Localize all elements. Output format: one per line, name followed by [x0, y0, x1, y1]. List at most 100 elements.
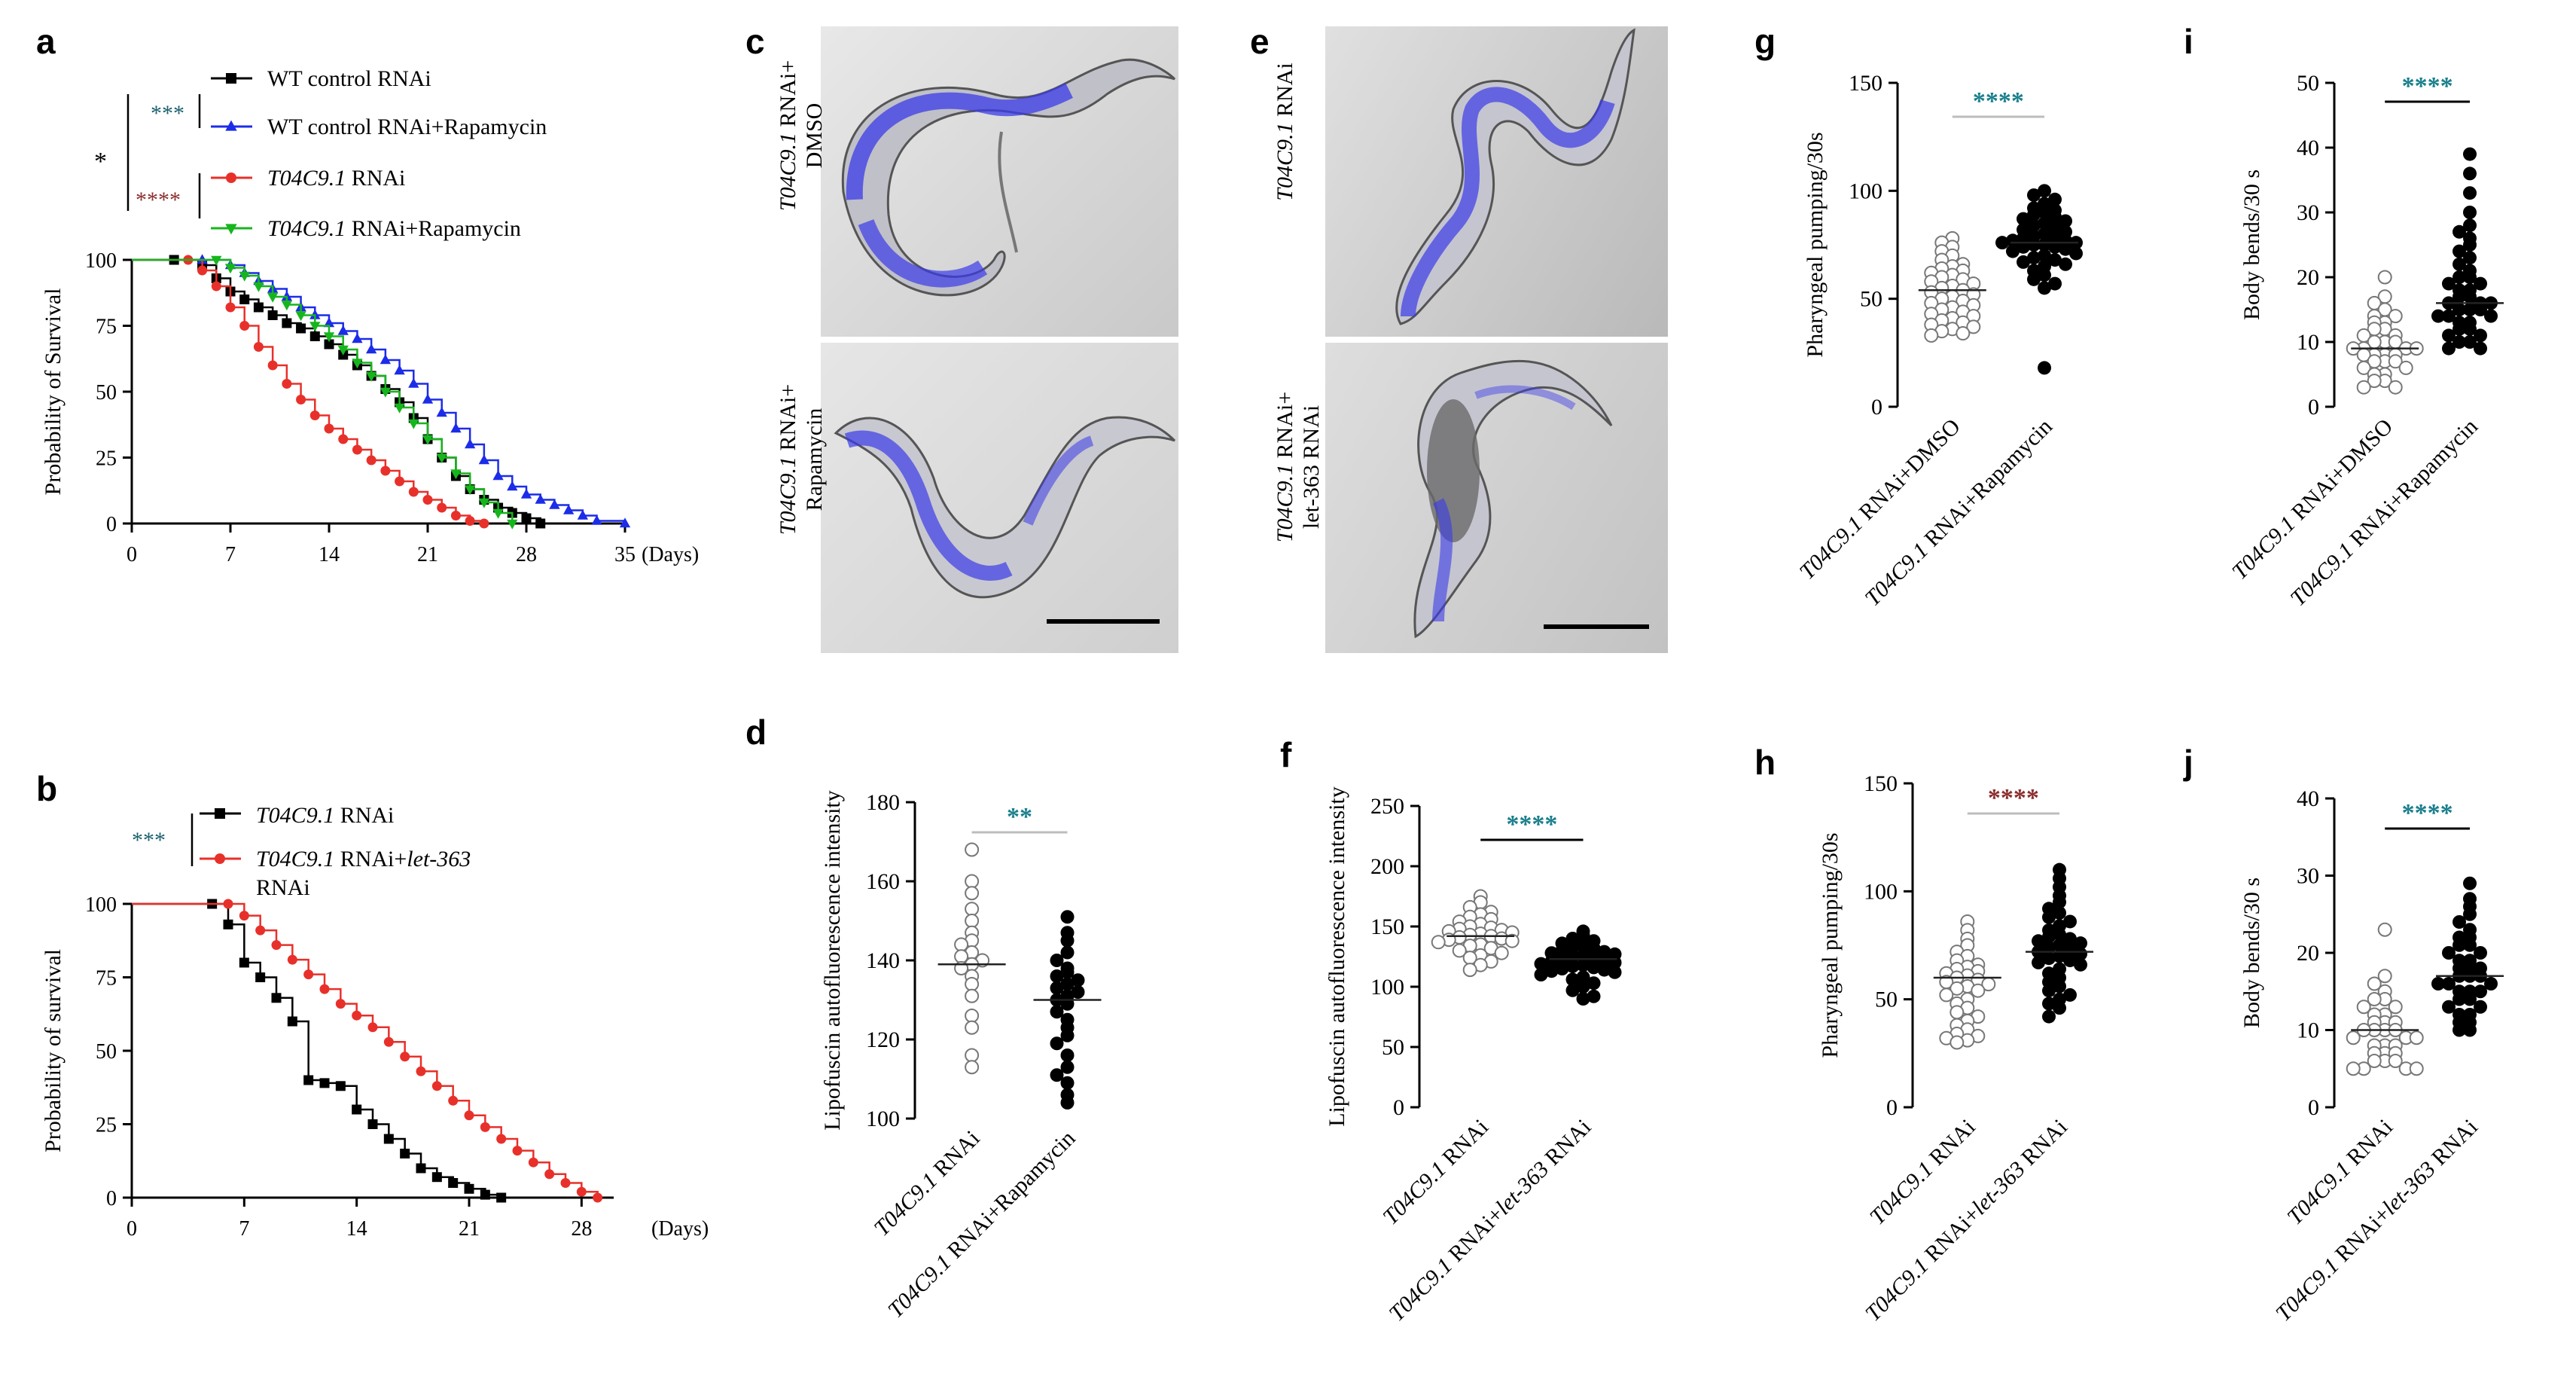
- data-point: [2388, 1000, 2403, 1015]
- label-part: RNAi: [2338, 1115, 2398, 1174]
- category-label: T04C9.1 RNAi: [1378, 1115, 1493, 1230]
- panel-label-f: f: [1280, 735, 1292, 774]
- data-point: [2474, 984, 2487, 999]
- survival-marker: [338, 434, 349, 444]
- data-point: [1587, 951, 1601, 965]
- label-part: T04C9.1: [883, 1250, 956, 1323]
- data-point: [2053, 927, 2066, 942]
- y-tick-label: 0: [2308, 395, 2319, 420]
- label-part: let-363: [1491, 1157, 1553, 1219]
- survival-marker: [223, 899, 233, 909]
- y-tick-label: 40: [2297, 136, 2319, 160]
- data-point: [2038, 184, 2051, 198]
- data-point: [2463, 335, 2477, 349]
- data-point: [2474, 341, 2487, 356]
- data-point: [1924, 328, 1939, 343]
- data-point: [2042, 929, 2056, 944]
- data-point: [2346, 1061, 2361, 1076]
- survival-marker: [422, 393, 434, 404]
- data-point: [1565, 940, 1580, 954]
- survival-marker: [366, 455, 376, 465]
- survival-marker: [255, 972, 266, 982]
- data-point: [2453, 270, 2466, 284]
- data-point: [2038, 249, 2051, 263]
- y-tick-label: 120: [866, 1027, 900, 1052]
- sig-stars: ***: [151, 101, 184, 126]
- sig-stars: ****: [2402, 72, 2453, 100]
- data-point: [2453, 244, 2466, 258]
- data-point: [2377, 969, 2392, 984]
- data-point: [965, 902, 980, 917]
- data-point: [1462, 963, 1477, 978]
- sig-stars: *: [94, 148, 107, 176]
- x-tick-label: 21: [417, 543, 438, 566]
- data-point: [2027, 251, 2041, 265]
- data-point: [1060, 1048, 1075, 1062]
- survival-marker: [239, 957, 249, 968]
- survival-marker: [253, 282, 264, 292]
- data-point: [2048, 276, 2062, 291]
- survival-marker: [323, 317, 335, 328]
- survival-marker: [367, 1022, 378, 1033]
- data-point: [965, 1020, 980, 1035]
- legend-label: T04C9.1 RNAi: [256, 803, 394, 828]
- data-point: [2463, 147, 2477, 161]
- survival-marker: [496, 1192, 507, 1203]
- y-axis-label: Body bends/30 s: [2239, 169, 2264, 320]
- data-point: [1576, 939, 1590, 953]
- y-tick-label: 0: [106, 1187, 117, 1210]
- data-point: [1050, 954, 1064, 967]
- label-part: RNAi: [346, 166, 405, 191]
- data-point: [2048, 221, 2062, 235]
- data-point: [1452, 943, 1467, 958]
- survival-marker: [394, 365, 405, 375]
- survival-marker: [448, 1095, 459, 1106]
- label-part: RNAi: [1536, 1115, 1596, 1174]
- label-part: T04C9.1: [267, 216, 346, 241]
- label-part: T04C9.1: [870, 1168, 943, 1241]
- data-point: [1565, 950, 1580, 963]
- label-part: T04C9.1: [1865, 1157, 1938, 1230]
- survival-marker: [337, 345, 349, 356]
- survival-marker: [239, 271, 250, 282]
- data-point: [2042, 951, 2056, 966]
- panel-label-a: a: [36, 22, 56, 61]
- data-point: [2063, 914, 2077, 929]
- survival-marker: [282, 318, 292, 328]
- data-point: [2048, 209, 2062, 224]
- survival-marker: [295, 311, 306, 322]
- sig-stars: ***: [132, 828, 166, 853]
- legend-label: WT control RNAi+Rapamycin: [267, 114, 547, 139]
- survival-line: [132, 902, 502, 1198]
- data-point: [2063, 942, 2077, 957]
- data-point: [2017, 212, 2030, 226]
- survival-marker: [507, 519, 518, 530]
- survival-marker: [352, 444, 362, 455]
- data-point: [2356, 1000, 2371, 1015]
- data-point: [1576, 992, 1590, 1006]
- data-point: [2484, 977, 2498, 991]
- label-part: let-363: [407, 847, 471, 871]
- data-point: [965, 842, 980, 857]
- data-point: [1565, 959, 1580, 973]
- survival-marker: [271, 993, 282, 1003]
- data-point: [1956, 326, 1971, 341]
- survival-marker: [464, 1110, 474, 1121]
- data-point: [2038, 281, 2051, 295]
- data-point: [2453, 915, 2466, 929]
- data-point: [1555, 962, 1569, 975]
- survival-marker: [535, 518, 546, 529]
- panel-label-h: h: [1754, 743, 1776, 782]
- panel-label-b: b: [36, 769, 58, 808]
- label-part: RNAi: [2013, 1115, 2072, 1174]
- survival-marker: [267, 292, 279, 303]
- survival-marker: [255, 925, 266, 936]
- survival-marker: [560, 1178, 571, 1188]
- y-tick-label: 30: [2297, 200, 2319, 225]
- survival-marker: [319, 1078, 330, 1088]
- data-point: [1939, 987, 1954, 1003]
- data-point: [1608, 965, 1622, 979]
- data-point: [2027, 218, 2041, 233]
- sig-stars: ****: [2402, 799, 2453, 827]
- data-point: [2038, 216, 2051, 230]
